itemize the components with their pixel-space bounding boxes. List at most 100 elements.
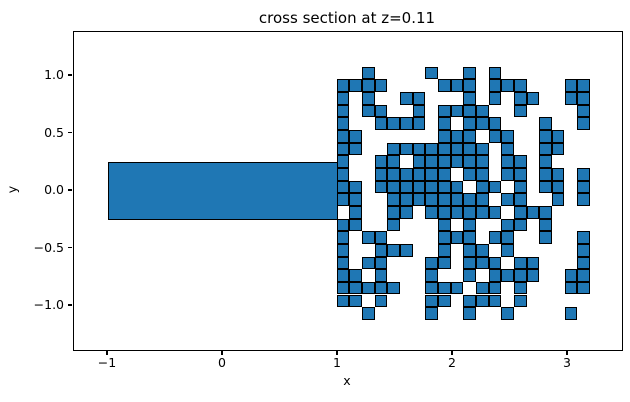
grid-cell <box>513 180 527 194</box>
grid-cell <box>425 256 438 270</box>
grid-cell <box>463 269 476 282</box>
y-tick-label: −1.0 <box>33 297 64 312</box>
grid-cell <box>400 193 413 206</box>
grid-cell <box>450 231 464 244</box>
grid-cell <box>513 193 527 206</box>
grid-cell <box>450 205 464 219</box>
grid-cell <box>577 79 590 93</box>
grid-cell <box>539 231 552 244</box>
x-tick-mark <box>106 350 108 355</box>
grid-cell <box>438 218 451 232</box>
grid-cell <box>362 104 375 118</box>
grid-cell <box>463 104 476 118</box>
grid-cell <box>539 155 552 168</box>
grid-cell <box>336 269 350 282</box>
grid-cell <box>526 269 540 282</box>
grid-cell <box>387 142 401 156</box>
x-tick-mark <box>566 350 568 355</box>
grid-cell <box>475 243 489 257</box>
y-tick-mark <box>68 131 72 134</box>
grid-cell <box>463 218 476 232</box>
grid-cell <box>475 104 489 118</box>
grid-cell <box>349 205 363 219</box>
grid-cell <box>577 92 590 105</box>
grid-cell <box>475 294 489 308</box>
grid-cell <box>475 117 489 131</box>
grid-cell <box>488 66 502 80</box>
grid-cell <box>412 104 426 118</box>
grid-cell <box>513 294 527 308</box>
grid-cell <box>513 104 527 118</box>
grid-cell <box>450 79 464 93</box>
grid-cell <box>501 231 514 244</box>
grid-cell <box>374 79 388 93</box>
grid-cell <box>450 193 464 206</box>
grid-cell <box>488 256 502 270</box>
grid-cell <box>438 294 451 308</box>
grid-cell <box>438 193 451 206</box>
grid-cell <box>400 180 413 194</box>
y-tick-mark <box>68 189 72 191</box>
grid-cell <box>488 180 502 194</box>
grid-cell <box>463 243 476 257</box>
grid-cell <box>336 79 350 93</box>
grid-cell <box>362 307 375 320</box>
grid-cell <box>577 281 590 295</box>
grid-cell <box>374 243 388 257</box>
grid-cell <box>513 168 527 181</box>
grid-cell <box>362 92 375 105</box>
grid-cell <box>488 269 502 282</box>
y-tick-label: 0.5 <box>44 124 64 140</box>
grid-cell <box>387 180 401 194</box>
grid-cell <box>450 130 464 143</box>
grid-cell <box>475 180 489 194</box>
grid-cell <box>425 180 438 194</box>
grid-cell <box>577 180 590 194</box>
grid-cell <box>400 117 413 131</box>
grid-cell <box>425 307 438 320</box>
grid-cell <box>577 256 590 270</box>
y-tick-mark <box>68 246 72 249</box>
grid-cell <box>438 142 451 156</box>
grid-cell <box>349 142 363 156</box>
grid-cell <box>513 256 527 270</box>
grid-cell <box>501 307 514 320</box>
grid-cell <box>438 79 451 93</box>
grid-cell <box>577 104 590 118</box>
grid-cell <box>463 294 476 308</box>
grid-cell <box>539 130 552 143</box>
grid-cell <box>488 281 502 295</box>
x-axis-label: x <box>343 373 351 388</box>
grid-cell <box>526 256 540 270</box>
grid-cell <box>513 205 527 219</box>
grid-cell <box>438 104 451 118</box>
x-tick-label: −1 <box>97 355 117 370</box>
grid-cell <box>400 205 413 219</box>
grid-cell <box>463 256 476 270</box>
plot-area <box>73 31 623 351</box>
grid-cell <box>336 104 350 118</box>
grid-cell <box>349 294 363 308</box>
grid-cell <box>475 281 489 295</box>
grid-cell <box>463 142 476 156</box>
grid-cell <box>349 218 363 232</box>
y-axis-label: y <box>4 185 20 194</box>
grid-cell <box>488 79 502 93</box>
grid-cell <box>450 281 464 295</box>
grid-cell <box>336 155 350 168</box>
y-tick-label: 0.0 <box>44 182 64 197</box>
grid-cell <box>412 193 426 206</box>
grid-cell <box>488 294 502 308</box>
x-tick-mark <box>221 350 223 355</box>
grid-cell <box>336 92 350 105</box>
grid-cell <box>475 193 489 206</box>
grid-cell <box>374 117 388 131</box>
grid-cell <box>539 218 552 232</box>
grid-cell <box>362 281 375 295</box>
grid-cell <box>438 117 451 131</box>
grid-cell <box>551 142 565 156</box>
grid-cell <box>412 180 426 194</box>
grid-cell <box>475 256 489 270</box>
grid-cell <box>425 142 438 156</box>
grid-cell <box>387 193 401 206</box>
